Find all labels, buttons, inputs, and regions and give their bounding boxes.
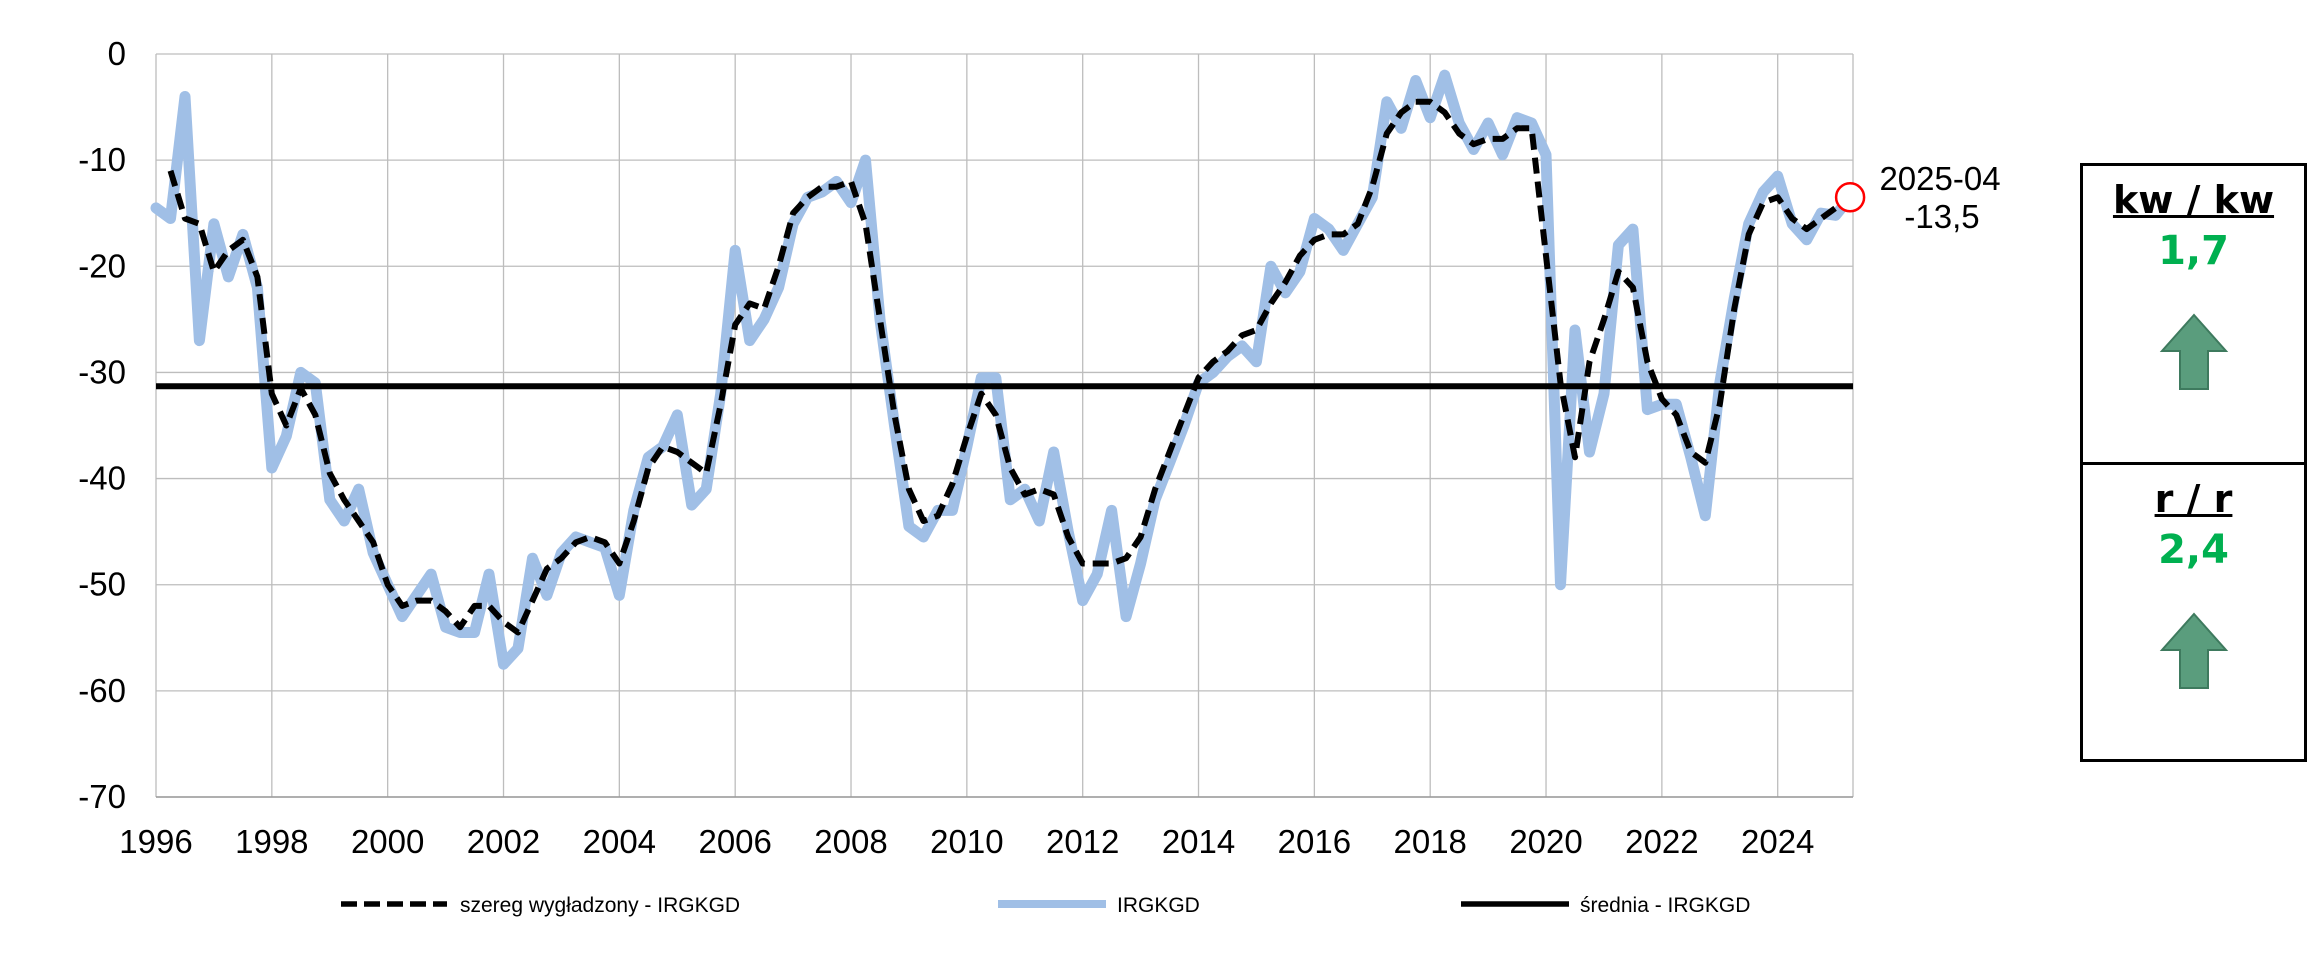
x-tick-label: 1998 bbox=[235, 823, 308, 860]
legend-item-mean: średnia - IRGKGD bbox=[1461, 894, 1750, 917]
quarter-change-panel: kw / kw 1,7 bbox=[2080, 163, 2307, 465]
y-tick-label: -60 bbox=[78, 672, 126, 709]
y-tick-label: -70 bbox=[78, 778, 126, 815]
y-tick-label: -10 bbox=[78, 141, 126, 178]
x-tick-label: 2012 bbox=[1046, 823, 1119, 860]
y-axis-ticks: 0 -10 -20 -30 -40 -50 -60 -70 bbox=[78, 35, 126, 815]
series-lines bbox=[150, 69, 1856, 670]
annotation-date: 2025-04 bbox=[1879, 160, 2000, 197]
x-tick-label: 2004 bbox=[583, 823, 656, 860]
x-tick-label: 2020 bbox=[1509, 823, 1582, 860]
x-tick-label: 2022 bbox=[1625, 823, 1698, 860]
legend-item-raw: IRGKGD bbox=[998, 894, 1200, 917]
annotation: 2025-04 -13,5 bbox=[1834, 160, 2001, 235]
quarter-change-value: 1,7 bbox=[2158, 228, 2229, 274]
y-tick-label: -20 bbox=[78, 247, 126, 284]
x-axis-ticks: 1996 1998 2000 2002 2004 2006 2008 2010 2012 2014… bbox=[119, 823, 1814, 860]
chart: 0 -10 -20 -30 -40 -50 -60 -70 1996 1998 2000 2002 2… bbox=[78, 35, 2001, 917]
data-points bbox=[155, 75, 1851, 665]
x-tick-label: 1996 bbox=[119, 823, 192, 860]
x-tick-label: 2008 bbox=[814, 823, 887, 860]
legend-item-smoothed: szereg wygładzony - IRGKGD bbox=[341, 894, 740, 917]
legend-label-mean: średnia - IRGKGD bbox=[1580, 894, 1750, 917]
series-line-irgkgd bbox=[150, 69, 1856, 670]
legend-label-smoothed: szereg wygładzony - IRGKGD bbox=[460, 894, 740, 917]
x-tick-label: 2000 bbox=[351, 823, 424, 860]
x-tick-label: 2024 bbox=[1741, 823, 1814, 860]
y-tick-label: -50 bbox=[78, 566, 126, 603]
x-tick-label: 2006 bbox=[698, 823, 771, 860]
x-tick-label: 2010 bbox=[930, 823, 1003, 860]
series-line-smoothed bbox=[167, 98, 1838, 636]
latest-point-marker bbox=[1834, 182, 1866, 213]
y-tick-label: -30 bbox=[78, 353, 126, 390]
up-arrow-icon bbox=[2159, 313, 2228, 390]
y-tick-label: 0 bbox=[108, 35, 126, 72]
legend: szereg wygładzony - IRGKGD IRGKGD średni… bbox=[341, 894, 1750, 917]
year-change-panel: r / r 2,4 bbox=[2080, 462, 2307, 762]
x-tick-label: 2016 bbox=[1278, 823, 1351, 860]
y-tick-label: -40 bbox=[78, 460, 126, 497]
up-arrow-icon bbox=[2159, 612, 2228, 689]
legend-label-raw: IRGKGD bbox=[1117, 894, 1200, 917]
x-tick-label: 2014 bbox=[1162, 823, 1235, 860]
x-tick-label: 2002 bbox=[467, 823, 540, 860]
year-change-title: r / r bbox=[2154, 477, 2233, 521]
quarter-change-title: kw / kw bbox=[2112, 178, 2275, 222]
annotation-value: -13,5 bbox=[1904, 198, 1979, 235]
x-tick-label: 2018 bbox=[1393, 823, 1466, 860]
year-change-value: 2,4 bbox=[2158, 527, 2229, 573]
